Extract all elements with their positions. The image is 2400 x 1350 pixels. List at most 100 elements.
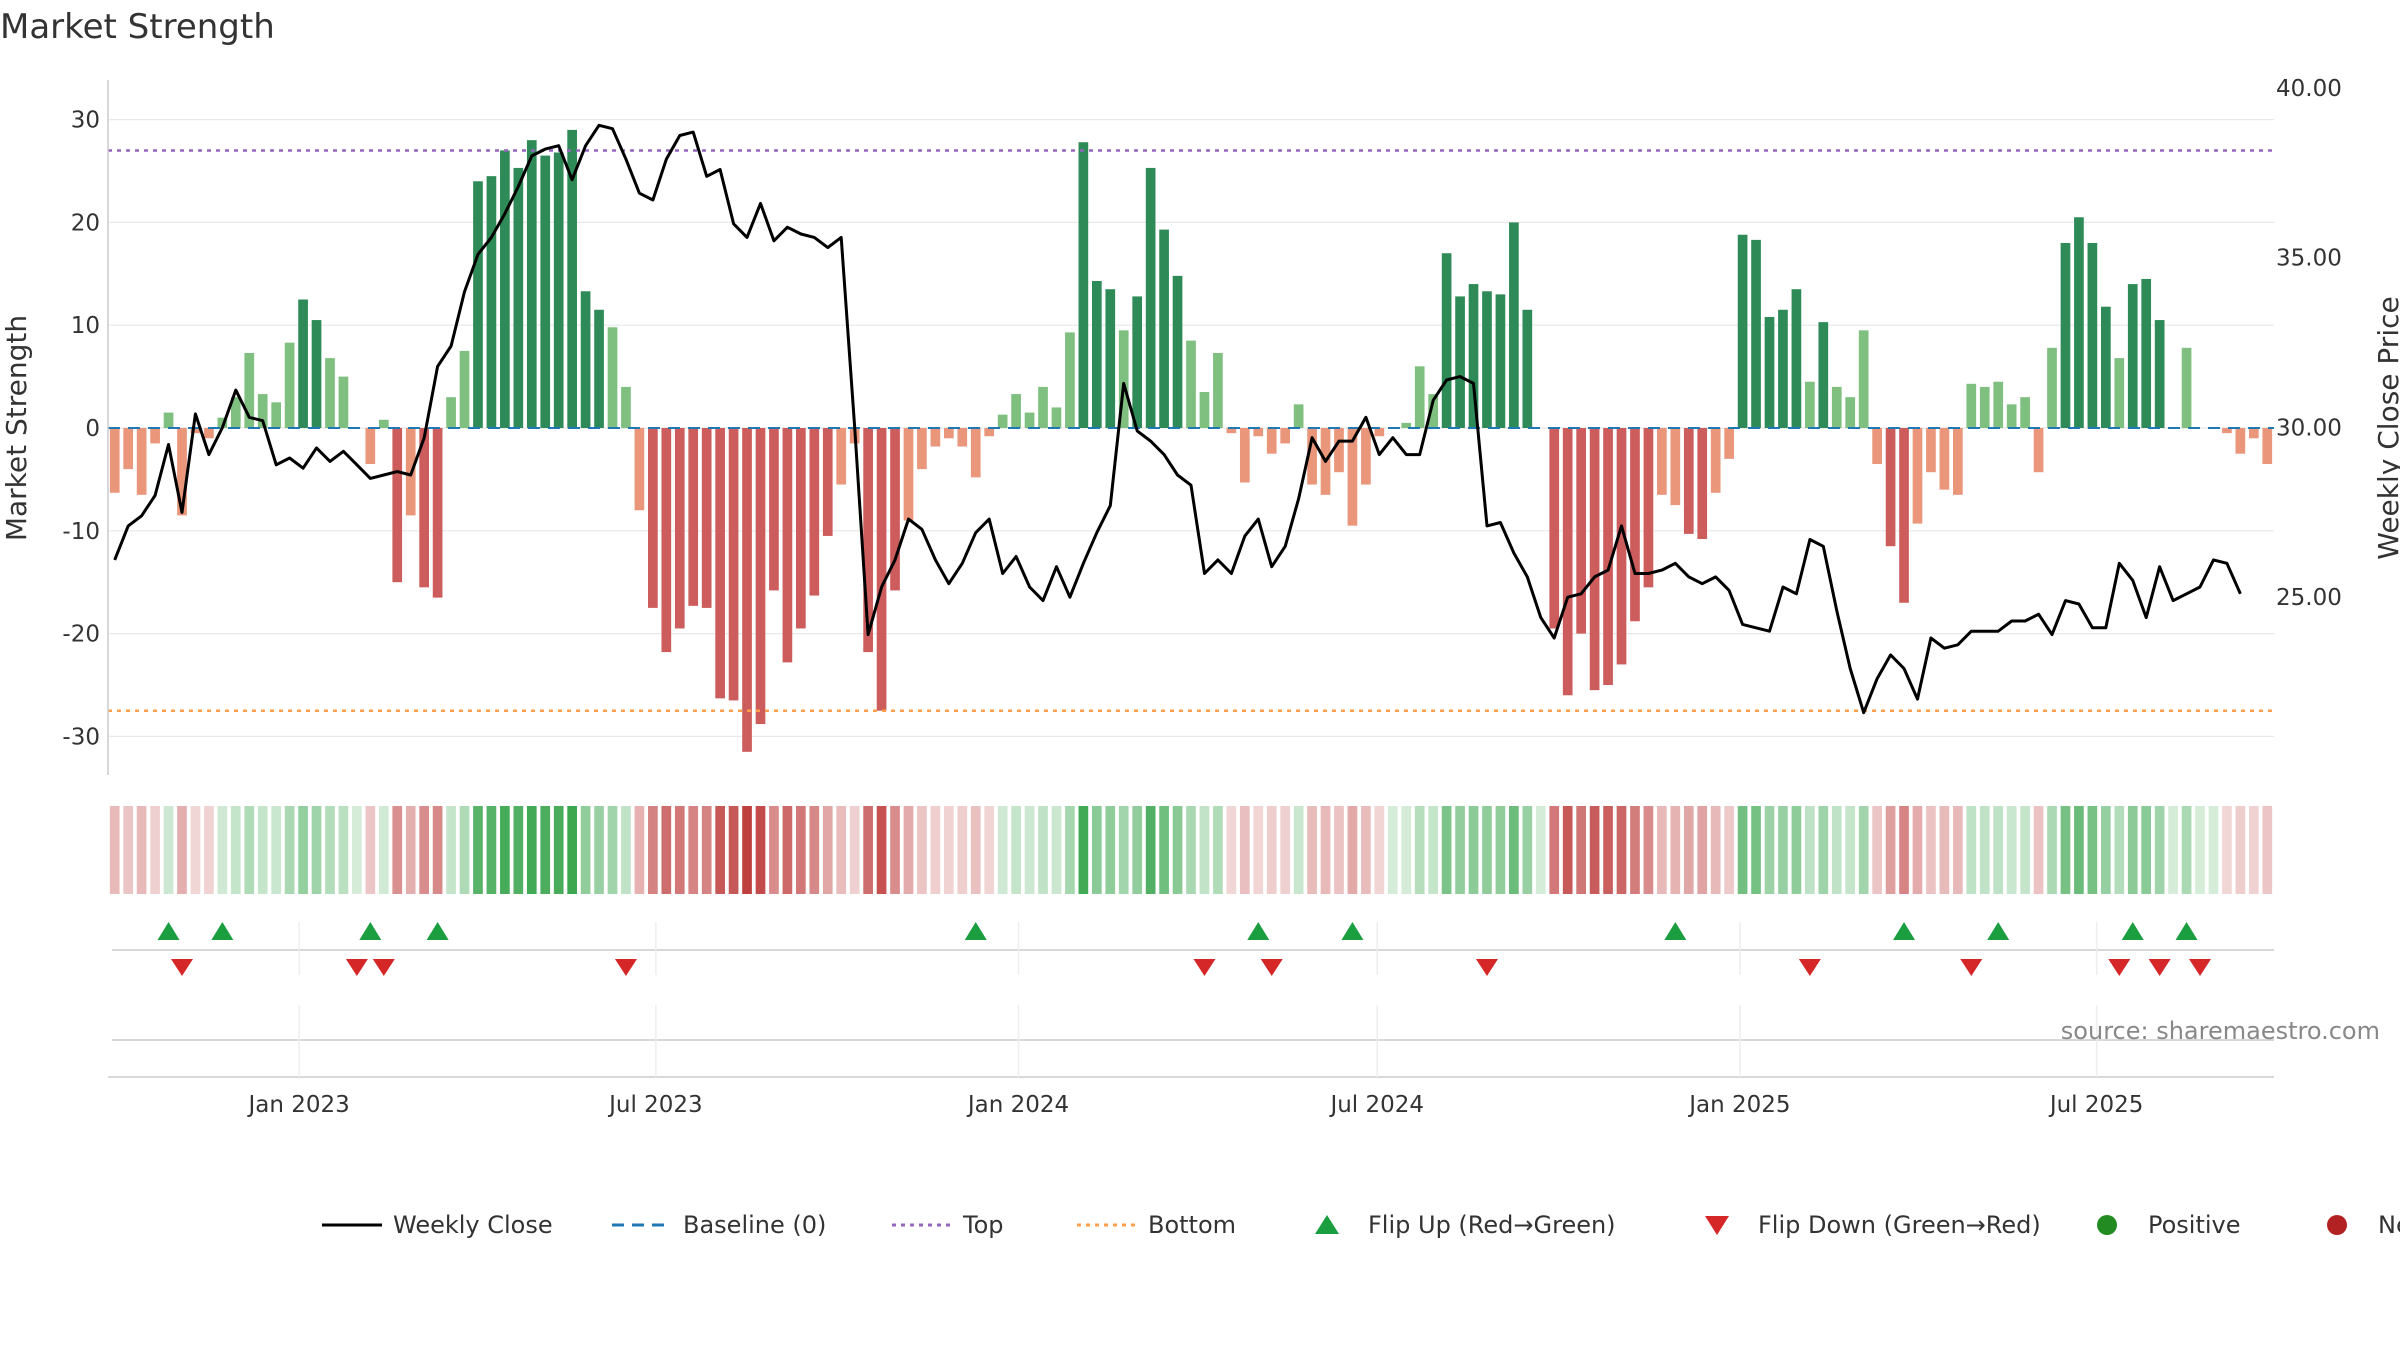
heat-cell (1213, 806, 1223, 894)
y-tick-label-left: 30 (71, 108, 100, 134)
heat-cell (1199, 806, 1210, 894)
legend-label: Bottom (1148, 1211, 1236, 1239)
heat-cell (1011, 806, 1021, 894)
strength-bar (1334, 428, 1344, 473)
heat-cell (1226, 806, 1237, 894)
y-tick-label-left: 20 (71, 210, 100, 236)
heat-cell (2127, 806, 2138, 894)
strength-bar (392, 428, 403, 583)
strength-bar (1576, 428, 1586, 634)
heat-cell (1616, 806, 1627, 894)
heat-cell (2141, 806, 2152, 894)
strength-bar (580, 291, 591, 428)
strength-bar (473, 181, 483, 428)
strength-bar (621, 386, 631, 428)
strength-bar (2033, 428, 2044, 473)
strength-bar (1670, 428, 1681, 506)
strength-bar (917, 428, 927, 470)
heat-cell (1630, 806, 1640, 894)
strength-bar (2154, 320, 2165, 428)
heat-cell (1401, 806, 1412, 894)
strength-bar (1428, 394, 1439, 428)
heat-cell (984, 806, 995, 894)
heat-cell (634, 806, 645, 894)
y-tick-label-right: 30.00 (2276, 415, 2342, 441)
strength-bar (1683, 428, 1694, 534)
strength-bar (1253, 428, 1264, 437)
strength-bar (715, 428, 725, 699)
strength-bar (1361, 428, 1371, 485)
heat-cell (1643, 806, 1654, 894)
strength-bar (2141, 278, 2152, 428)
flip-up-marker (1893, 922, 1916, 940)
heat-cell (1576, 806, 1586, 894)
heat-cell (2195, 806, 2205, 894)
flip-up-marker (1664, 922, 1687, 940)
strength-bar (1778, 309, 1788, 428)
heat-cell (607, 806, 618, 894)
heat-cell (1468, 806, 1479, 894)
strength-bar (782, 428, 793, 663)
strength-bar (1038, 386, 1048, 428)
strength-bar (607, 327, 618, 428)
heat-cell (1791, 806, 1802, 894)
y-tick-label-left: -30 (62, 724, 100, 750)
strength-bar (1616, 428, 1627, 665)
heat-cell (311, 806, 322, 894)
heat-cell (392, 806, 403, 894)
strength-bar (136, 428, 147, 495)
strength-bar (1710, 428, 1721, 493)
heat-cell (244, 806, 255, 894)
legend: Weekly Close Baseline (0) Top Bottom Flip Up… (322, 1211, 2400, 1239)
heat-cell (298, 806, 308, 894)
strength-bar (1401, 422, 1412, 428)
strength-bar (1132, 296, 1143, 428)
strength-bar (177, 428, 187, 516)
legend-label: Baseline (0) (683, 1211, 826, 1239)
heat-cell (755, 806, 766, 894)
strength-bar (890, 428, 900, 591)
heat-cell (809, 806, 820, 894)
strength-bar (1145, 167, 1156, 428)
heat-cell (1091, 806, 1102, 894)
strength-bar (957, 428, 968, 447)
strength-bar (1495, 294, 1506, 428)
flip-up-marker (2175, 922, 2198, 940)
flip-up-marker (211, 922, 234, 940)
heat-cell (1105, 806, 1116, 894)
y-tick-label-left: -10 (62, 519, 100, 545)
strength-bar (1939, 428, 1950, 490)
heat-cell (2181, 806, 2192, 894)
heat-cell (1307, 806, 1317, 894)
strength-bar (1226, 428, 1237, 434)
legend-label: Flip Up (Red→Green) (1368, 1211, 1616, 1239)
strength-bar (540, 155, 551, 428)
heat-cell (688, 806, 699, 894)
strength-bar (1347, 428, 1358, 526)
strength-bar (796, 428, 806, 629)
strength-bar (217, 417, 228, 428)
strength-bar (2235, 428, 2246, 454)
strength-bar (863, 428, 873, 653)
strength-bar (500, 150, 510, 428)
heat-cell (701, 806, 712, 894)
heat-cell (1132, 806, 1143, 894)
heat-cell (1186, 806, 1196, 894)
heat-cell (553, 806, 564, 894)
strength-bars (109, 129, 2273, 752)
x-tick-label: Jan 2023 (247, 1092, 350, 1118)
strength-bar (1549, 428, 1560, 629)
strength-bar (298, 299, 308, 428)
strength-bar (809, 428, 820, 596)
legend-swatch-flip-up (1315, 1215, 1339, 1234)
strength-bar (943, 428, 954, 439)
heat-cell (1051, 806, 1062, 894)
strength-bar (1562, 428, 1573, 696)
strength-bar (1805, 381, 1815, 428)
heat-cell (1145, 806, 1156, 894)
strength-bar (2100, 306, 2111, 428)
strength-bar (230, 397, 241, 428)
heat-cell (1872, 806, 1882, 894)
heat-cell (580, 806, 591, 894)
weekly-close-layer (113, 123, 2242, 715)
